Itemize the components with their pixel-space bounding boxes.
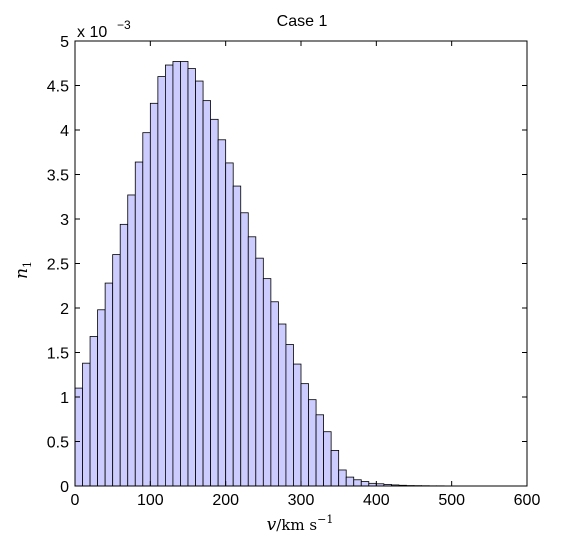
y-tick-label: 2 xyxy=(60,301,69,318)
histogram-bar xyxy=(127,194,136,487)
x-tick-label: 200 xyxy=(212,492,239,509)
histogram-bar xyxy=(195,80,204,487)
x-tick-label: 0 xyxy=(71,492,80,509)
histogram-bar xyxy=(345,476,355,487)
x-tick-label: 500 xyxy=(438,492,465,509)
histogram-bar xyxy=(315,414,325,487)
chart-title: Case 1 xyxy=(277,13,328,30)
histogram-bar xyxy=(74,387,83,487)
histogram-bar xyxy=(353,479,362,487)
histogram-bar xyxy=(240,212,249,487)
x-axis-label-exponent: −1 xyxy=(317,513,333,526)
histogram-bar xyxy=(270,301,279,487)
y-multiplier-exponent: −3 xyxy=(117,18,131,32)
histogram-bar xyxy=(232,185,242,487)
histogram-bar xyxy=(330,449,340,487)
histogram-bar xyxy=(112,254,121,487)
histogram-bar xyxy=(338,469,347,487)
histogram-bar xyxy=(119,223,129,487)
y-tick-label: 1.5 xyxy=(47,346,69,363)
y-tick-label: 0.5 xyxy=(47,435,69,452)
y-tick-label: 4.5 xyxy=(47,79,69,96)
y-axis-label-variable: n xyxy=(12,268,32,279)
y-multiplier: x 10 −3 xyxy=(77,18,131,41)
y-tick-label: 5 xyxy=(60,34,69,51)
histogram-bar xyxy=(180,61,189,487)
x-tick-label: 300 xyxy=(288,492,315,509)
y-axis-ticks: 0 0.5 1 1.5 2 2.5 3 3.5 4 4.5 5 xyxy=(47,34,527,496)
y-tick-label: 3 xyxy=(60,212,69,229)
x-tick-label: 400 xyxy=(363,492,390,509)
histogram-bar xyxy=(104,282,114,487)
y-tick-label: 2.5 xyxy=(47,257,69,274)
x-axis-label-unit: /km s xyxy=(276,516,317,534)
y-axis-label-subscript: 1 xyxy=(21,261,34,268)
y-tick-label: 0 xyxy=(60,479,69,496)
y-tick-label: 4 xyxy=(60,123,69,140)
histogram-bar xyxy=(142,132,151,487)
histogram-bar xyxy=(262,278,272,487)
histogram-bar xyxy=(247,236,257,487)
histogram-bar xyxy=(308,399,317,487)
histogram-bar xyxy=(225,162,234,487)
histogram-bar xyxy=(285,344,294,487)
x-axis-ticks: 0 100 200 300 400 500 600 xyxy=(71,41,541,509)
y-tick-label: 1 xyxy=(60,390,69,407)
svg-text:n1: n1 xyxy=(12,261,34,279)
y-axis-label: n1 xyxy=(12,261,34,279)
histogram-bar xyxy=(149,102,159,487)
histogram-bar xyxy=(157,76,166,487)
histogram-bar xyxy=(164,64,174,487)
histogram-bar xyxy=(97,309,106,487)
histogram-bar xyxy=(82,362,91,487)
histogram-bar xyxy=(360,481,370,487)
svg-text:v/km s−1: v/km s−1 xyxy=(267,513,334,535)
histogram-bar xyxy=(300,383,309,487)
histogram-bar xyxy=(210,118,219,487)
histogram-bar xyxy=(277,323,287,487)
histogram-bar xyxy=(293,363,302,487)
x-axis-label: v/km s−1 xyxy=(267,513,334,535)
y-tick-label: 3.5 xyxy=(47,168,69,185)
x-tick-label: 600 xyxy=(514,492,541,509)
histogram-bar xyxy=(134,161,144,487)
histogram-bar xyxy=(323,431,332,487)
y-multiplier-base: x 10 xyxy=(77,24,107,41)
histogram-bar xyxy=(172,61,181,487)
x-tick-label: 100 xyxy=(137,492,164,509)
histogram-bar xyxy=(187,68,196,487)
histogram-bar xyxy=(217,139,227,487)
histogram-bar xyxy=(89,336,98,487)
histogram-bar xyxy=(255,257,264,487)
bars-group xyxy=(74,61,528,487)
x-axis-label-variable: v xyxy=(267,515,277,535)
histogram-bar xyxy=(202,100,211,487)
